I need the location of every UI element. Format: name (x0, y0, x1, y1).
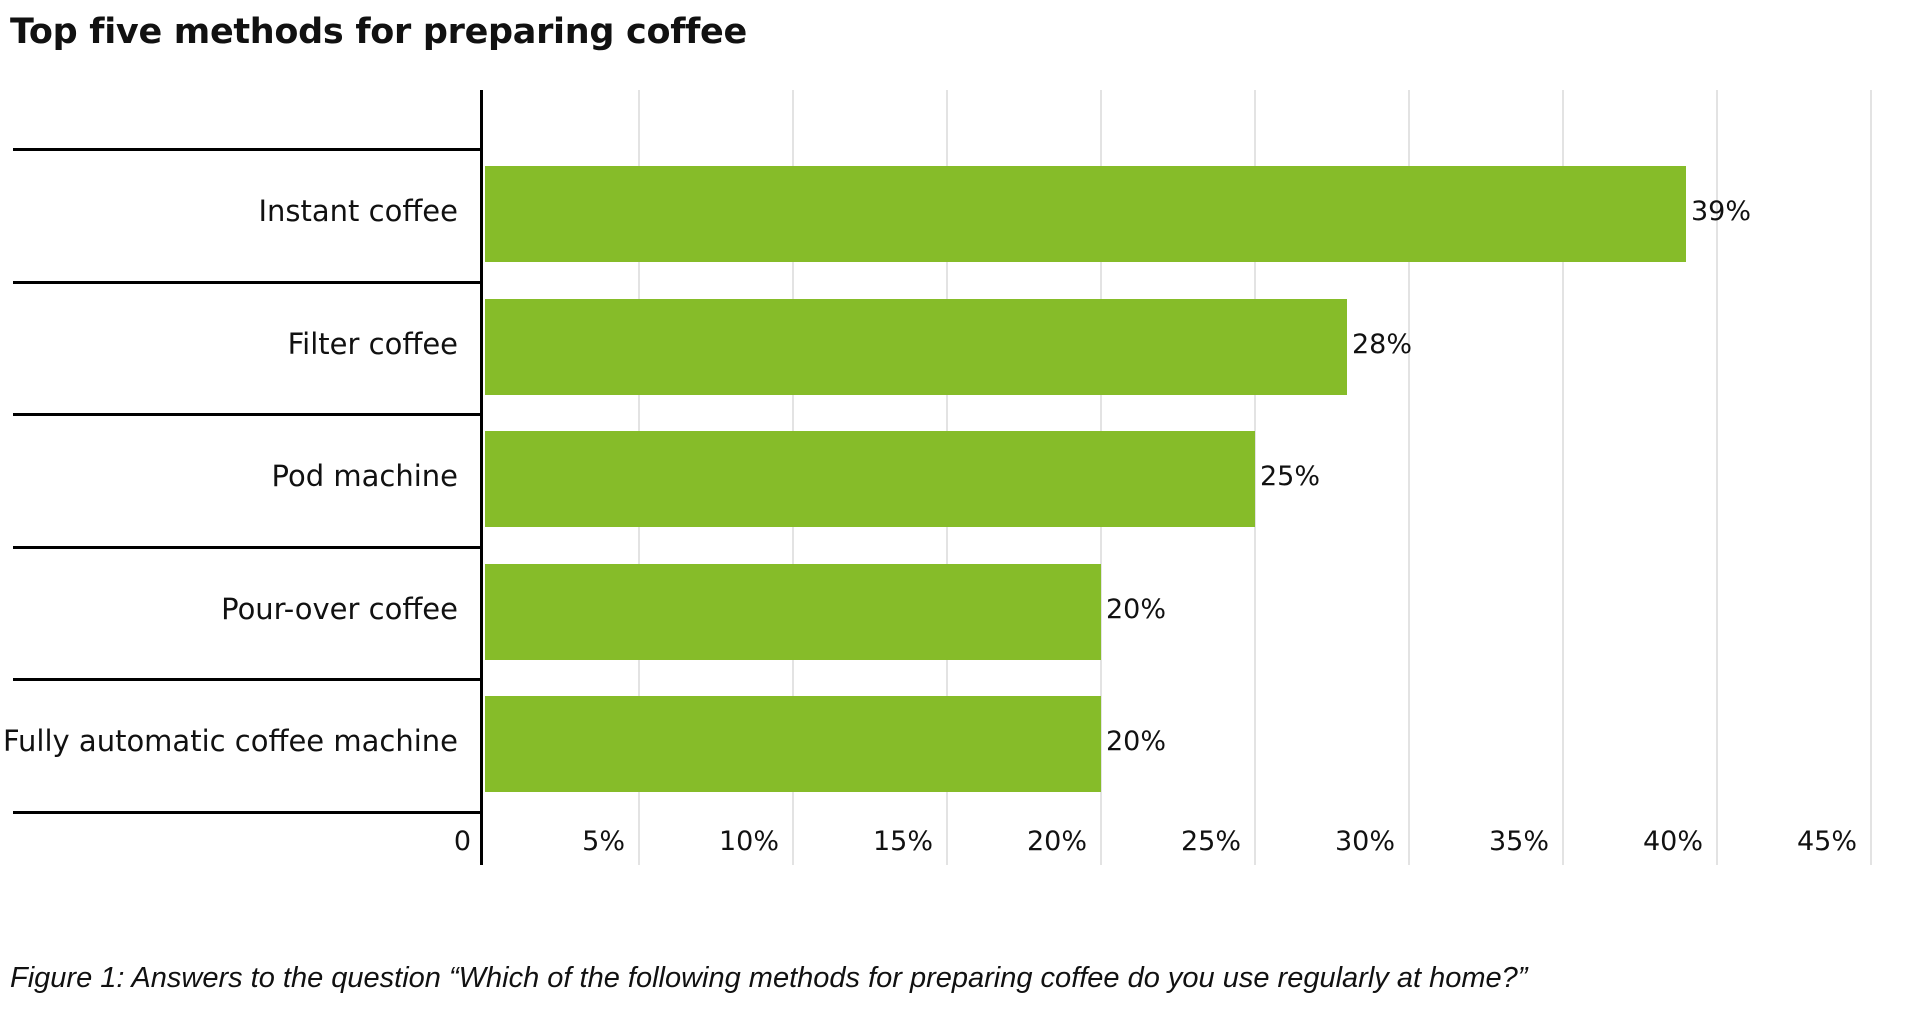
bar (485, 431, 1255, 527)
x-tick-label: 45% (1796, 826, 1857, 857)
row-separator (13, 413, 482, 416)
category-label: Pod machine (271, 459, 458, 493)
bar (485, 299, 1347, 395)
gridline (1716, 90, 1718, 865)
gridline (1254, 90, 1256, 865)
bar (485, 166, 1686, 262)
gridline (1408, 90, 1410, 865)
x-tick-label: 30% (1334, 826, 1395, 857)
category-label: Filter coffee (287, 327, 458, 361)
bar (485, 696, 1101, 792)
gridline (1562, 90, 1564, 865)
figure-caption: Figure 1: Answers to the question “Which… (10, 962, 1528, 994)
row-separator (13, 811, 482, 814)
x-tick-label: 0 (453, 826, 471, 857)
row-separator (13, 678, 482, 681)
bar (485, 564, 1101, 660)
bar-value-label: 20% (1106, 594, 1167, 625)
y-axis-line (480, 90, 483, 865)
category-label: Instant coffee (258, 194, 458, 228)
x-tick-label: 15% (872, 826, 933, 857)
x-tick-label: 35% (1488, 826, 1549, 857)
row-separator (13, 148, 482, 151)
category-label: Pour-over coffee (221, 592, 458, 626)
bar-value-label: 20% (1106, 726, 1167, 757)
chart-title: Top five methods for preparing coffee (10, 12, 747, 52)
gridline (1870, 90, 1872, 865)
row-separator (13, 281, 482, 284)
bar-value-label: 28% (1352, 329, 1413, 360)
x-tick-label: 20% (1026, 826, 1087, 857)
x-tick-label: 40% (1642, 826, 1703, 857)
bar-value-label: 25% (1260, 461, 1321, 492)
x-tick-label: 10% (718, 826, 779, 857)
x-tick-label: 25% (1180, 826, 1241, 857)
x-tick-label: 5% (582, 826, 625, 857)
row-separator (13, 546, 482, 549)
category-label: Fully automatic coffee machine (2, 724, 458, 758)
bar-value-label: 39% (1691, 196, 1752, 227)
